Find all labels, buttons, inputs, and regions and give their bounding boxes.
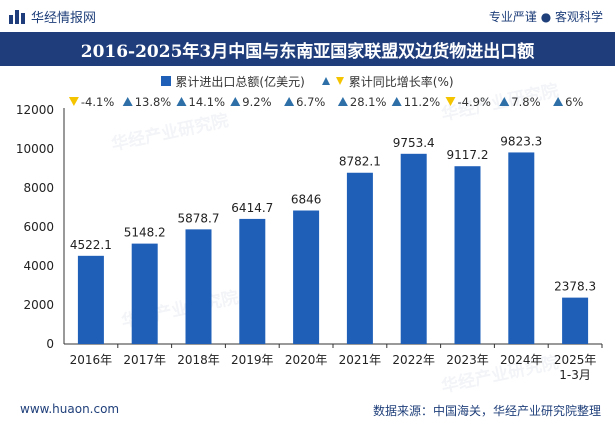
x-tick-label: 2016年 (70, 353, 113, 367)
chart-title: 2016-2025年3月中国与东南亚国家联盟双边货物进出口额 (80, 41, 535, 62)
bar-value-label: 9753.4 (393, 136, 435, 150)
x-tick-label: 2020年 (285, 353, 328, 367)
bar-value-label: 2378.3 (554, 280, 596, 294)
growth-up-marker (176, 97, 187, 106)
tagline: 专业严谨 ● 客观科学 (488, 10, 603, 24)
footer: www.huaon.com 数据来源：中国海关，华经产业研究院整理 (0, 394, 615, 427)
growth-up-marker (230, 97, 241, 106)
bar-value-label: 6846 (291, 193, 322, 207)
y-tick-label: 10000 (16, 142, 54, 156)
top-bar: 华经情报网 专业严谨 ● 客观科学 (0, 0, 615, 32)
bar (131, 243, 158, 344)
growth-up-marker (122, 97, 133, 106)
bar (293, 210, 320, 344)
y-tick-label: 4000 (23, 259, 54, 273)
growth-rate-label: 7.8% (511, 95, 540, 109)
x-tick-label: 2022年 (392, 353, 435, 367)
bar (346, 172, 373, 344)
x-tick-label: 2023年 (446, 353, 489, 367)
triangle-down-icon (335, 77, 344, 85)
x-tick-label: 2019年 (231, 353, 274, 367)
brand-name: 华经情报网 (31, 10, 97, 26)
brand: 华经情报网 (8, 7, 97, 26)
growth-rate-label: -4.1% (81, 95, 114, 109)
growth-rate-label: -4.9% (458, 95, 491, 109)
title-bar: 2016-2025年3月中国与东南亚国家联盟双边货物进出口额 (0, 32, 615, 66)
x-tick-label: 2017年 (123, 353, 166, 367)
bar (400, 153, 427, 344)
chart: 0 2000 4000 6000 8000 10000 12000 4522.1 2016年 -4… (16, 95, 603, 382)
bar-value-label: 6414.7 (231, 201, 273, 215)
y-tick-label: 12000 (16, 103, 54, 117)
growth-rate-label: 9.2% (242, 95, 271, 109)
website-link[interactable]: www.huaon.com (20, 402, 120, 416)
y-tick-label: 2000 (23, 298, 54, 312)
y-tick-label: 8000 (23, 181, 54, 195)
growth-rate-label: 6% (565, 95, 583, 109)
growth-rate-label: 14.1% (189, 95, 226, 109)
legend-label-total: 累计进出口总额(亿美元) (175, 74, 305, 89)
x-tick-label: 2018年 (177, 353, 220, 367)
bar (562, 297, 589, 344)
growth-up-marker (337, 97, 348, 106)
growth-rate-label: 11.2% (404, 95, 441, 109)
legend-item-total: 累计进出口总额(亿美元) (161, 73, 305, 90)
bar-chart-logo-icon (9, 10, 25, 24)
y-tick-label: 6000 (23, 220, 54, 234)
bar (239, 218, 266, 344)
legend: 累计进出口总额(亿美元) 累计同比增长率(%) (0, 72, 615, 90)
legend-label-growth: 累计同比增长率(%) (348, 74, 454, 89)
bar (454, 166, 481, 344)
bar-value-label: 5148.2 (124, 226, 166, 240)
growth-down-marker (445, 97, 456, 106)
y-tick-label: 0 (46, 337, 54, 351)
legend-item-growth: 累计同比增长率(%) (321, 73, 454, 90)
bar-value-label: 8782.1 (339, 155, 381, 169)
x-tick-label: 2025年 (554, 353, 597, 367)
growth-rate-label: 13.8% (135, 95, 172, 109)
data-source: 数据来源：中国海关，华经产业研究院整理 (372, 404, 601, 418)
growth-rate-label: 6.7% (296, 95, 325, 109)
bar-value-label: 4522.1 (70, 238, 112, 252)
growth-up-marker (284, 97, 295, 106)
bar-value-label: 9823.3 (500, 134, 542, 148)
growth-up-marker (391, 97, 402, 106)
bar (185, 229, 212, 344)
legend-bar-swatch (161, 76, 172, 86)
triangle-up-icon (321, 77, 330, 85)
growth-down-marker (68, 97, 79, 106)
x-tick-label: 2024年 (500, 353, 543, 367)
bar-value-label: 5878.7 (178, 211, 220, 225)
bar (508, 152, 535, 344)
x-tick-label: 1-3月 (559, 368, 591, 382)
growth-up-marker (499, 97, 510, 106)
growth-up-marker (553, 97, 564, 106)
x-tick-label: 2021年 (339, 353, 382, 367)
bar-value-label: 9117.2 (447, 148, 489, 162)
growth-rate-label: 28.1% (350, 95, 387, 109)
bar (77, 255, 104, 344)
